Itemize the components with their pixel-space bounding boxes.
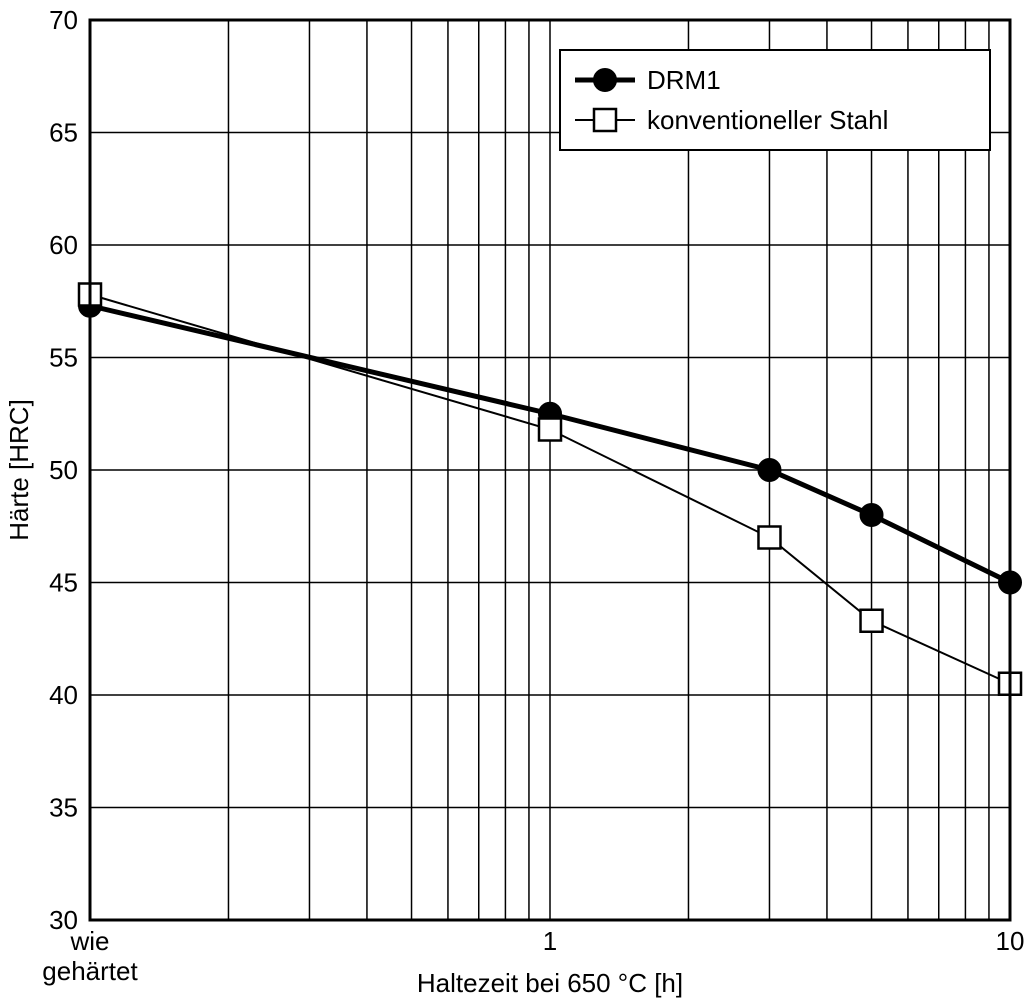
data-point [758, 459, 780, 481]
legend-marker [594, 109, 616, 131]
data-point [861, 504, 883, 526]
legend-label: konventioneller Stahl [647, 105, 888, 135]
y-tick-label: 70 [49, 5, 78, 35]
y-tick-label: 40 [49, 680, 78, 710]
x-tick-label: wie [69, 926, 109, 956]
data-point [861, 610, 883, 632]
chart-container: DRM1konventioneller Stahl303540455055606… [0, 0, 1024, 1002]
y-tick-label: 60 [49, 230, 78, 260]
x-tick-label: 10 [996, 926, 1024, 956]
y-tick-label: 65 [49, 118, 78, 148]
data-point [758, 527, 780, 549]
y-tick-label: 55 [49, 343, 78, 373]
y-tick-label: 50 [49, 455, 78, 485]
legend-label: DRM1 [647, 65, 721, 95]
x-axis-label: Haltezeit bei 650 °C [h] [417, 968, 683, 998]
haerte-haltezeit-chart: DRM1konventioneller Stahl303540455055606… [0, 0, 1024, 1002]
data-point [539, 419, 561, 441]
y-axis-label: Härte [HRC] [4, 399, 34, 541]
x-tick-label: 1 [543, 926, 557, 956]
x-tick-label: gehärtet [42, 956, 138, 986]
y-tick-label: 45 [49, 568, 78, 598]
legend-marker [594, 69, 616, 91]
y-tick-label: 35 [49, 793, 78, 823]
legend-box [560, 50, 990, 150]
